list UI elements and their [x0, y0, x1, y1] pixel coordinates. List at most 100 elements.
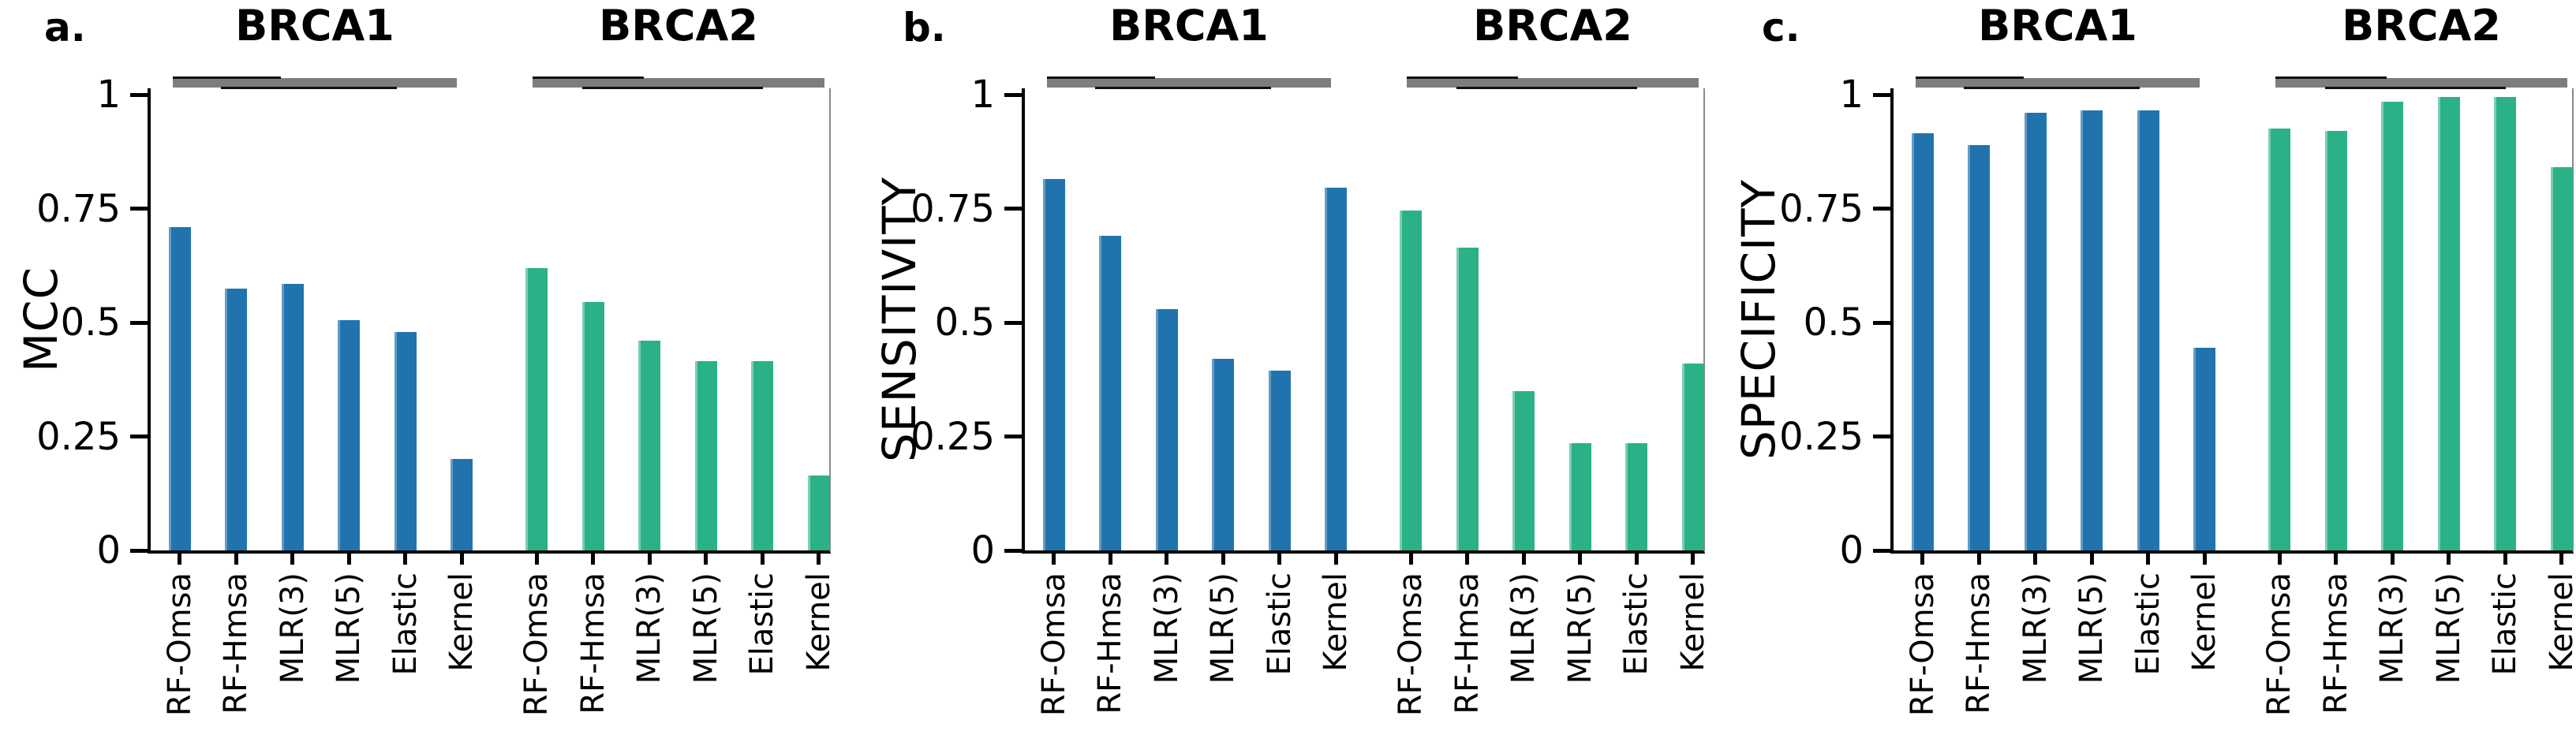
y-tick — [1873, 548, 1890, 553]
x-tick-label: MLR(5) — [1205, 573, 1241, 684]
panel-c: c. BRCA1 BRCA2 SPECIFICITY 0 0.25 0.5 0.75 1… — [1718, 0, 2576, 746]
x-tick-label: MLR(3) — [274, 573, 311, 684]
x-tick — [346, 554, 351, 565]
x-tick — [591, 554, 595, 565]
x-tick — [1920, 554, 1924, 565]
x-tick-label: Elastic — [2487, 573, 2523, 676]
y-tick — [130, 320, 148, 325]
x-tick-label: MLR(3) — [2374, 573, 2410, 684]
x-tick — [2559, 554, 2563, 565]
group-underline-brca1 — [1047, 76, 1331, 89]
x-tick — [403, 554, 407, 565]
group-title-brca2: BRCA2 — [599, 1, 758, 50]
bar-brca1-rf-hmsa — [1099, 236, 1121, 550]
x-tick-label: Elastic — [1261, 573, 1298, 676]
y-tick — [130, 92, 148, 97]
bar-brca2-elastic — [2494, 97, 2516, 550]
x-tick-label: MLR(5) — [687, 573, 724, 684]
bar-brca1-mlr(5) — [338, 320, 360, 550]
y-tick — [1004, 207, 1022, 211]
x-tick — [2334, 554, 2338, 565]
y-tick-label: 0.5 — [1803, 300, 1864, 345]
y-tick — [1873, 435, 1890, 438]
panel-label: a. — [44, 5, 86, 50]
x-tick-label: Kernel — [443, 573, 480, 672]
x-tick-label: RF-Hmsa — [1449, 573, 1486, 714]
group-title-brca1: BRCA1 — [1978, 1, 2137, 50]
x-tick — [760, 554, 765, 565]
y-tick — [1873, 92, 1890, 97]
bar-brca1-kernel — [1325, 188, 1347, 550]
y-tick — [1873, 207, 1890, 211]
x-tick — [1634, 554, 1639, 565]
bar-brca2-mlr(5) — [694, 361, 717, 550]
y-tick-label: 0.75 — [910, 186, 995, 231]
bar-brca1-kernel — [451, 459, 473, 550]
plot-area: 0 0.25 0.5 0.75 1 RF-Omsa RF-Hmsa MLR(3) MLR(5) E… — [1779, 73, 2576, 716]
x-tick-label: RF-Omsa — [518, 573, 555, 717]
y-tick-label: 0 — [1839, 528, 1864, 573]
x-tick-label: RF-Omsa — [1904, 573, 1941, 717]
x-tick — [1976, 554, 1981, 565]
group-underline-brca2 — [533, 76, 824, 89]
bar-brca1-rf-hmsa — [225, 289, 247, 550]
x-tick-label: MLR(5) — [331, 573, 367, 684]
bar-brca1-elastic — [394, 332, 417, 550]
x-tick — [2503, 554, 2507, 565]
bar-brca1-elastic — [1268, 371, 1291, 550]
x-tick-label: Elastic — [744, 573, 780, 676]
x-tick-label: MLR(5) — [2073, 573, 2110, 684]
bar-brca2-rf-omsa — [525, 268, 548, 550]
bar-brca2-elastic — [1625, 443, 1647, 550]
x-tick-label: RF-Hmsa — [2317, 573, 2354, 714]
x-tick — [1277, 554, 1281, 565]
bar-brca1-rf-omsa — [1911, 133, 1934, 550]
y-tick — [1004, 548, 1022, 553]
x-tick-label: MLR(5) — [2430, 573, 2467, 684]
x-tick-label: Kernel — [800, 573, 837, 672]
y-tick — [1873, 320, 1890, 325]
group-title-brca1: BRCA1 — [235, 1, 394, 50]
y-tick — [1004, 92, 1022, 97]
bar-brca1-rf-omsa — [1042, 179, 1065, 550]
group-underline-brca2 — [1407, 76, 1699, 89]
x-tick — [459, 554, 464, 565]
x-tick — [1165, 554, 1168, 565]
y-tick — [130, 435, 148, 438]
panel-b: b. BRCA1 BRCA2 SENSITIVITY 0 0.25 0.5 0.75 1… — [858, 0, 1717, 746]
group-underline-brca1 — [173, 76, 457, 89]
x-tick — [1691, 554, 1695, 565]
x-tick-label: RF-Omsa — [161, 573, 198, 717]
bar-brca1-mlr(3) — [281, 284, 304, 550]
group-title-brca2: BRCA2 — [1473, 1, 1632, 50]
x-tick — [1521, 554, 1526, 565]
x-tick-label: RF-Hmsa — [1092, 573, 1128, 714]
y-tick-label: 1 — [970, 73, 995, 117]
plot-area: 0 0.25 0.5 0.75 1 RF-Omsa RF-Hmsa MLR(3) MLR(5) E… — [36, 73, 836, 716]
bar-brca1-mlr(3) — [2024, 113, 2047, 550]
bar-brca1-kernel — [2193, 348, 2215, 550]
bar-brca1-mlr(3) — [1155, 309, 1178, 550]
bar-brca1-mlr(5) — [1212, 359, 1234, 550]
bar-brca2-rf-hmsa — [1456, 248, 1479, 550]
x-tick — [2146, 554, 2150, 565]
x-tick-label: Elastic — [2129, 573, 2167, 676]
y-tick-label: 0.25 — [36, 414, 121, 459]
group-underline-brca2 — [2275, 76, 2567, 89]
x-tick-label: Kernel — [2186, 573, 2223, 672]
x-tick — [1408, 554, 1413, 565]
x-tick — [704, 554, 708, 565]
y-tick-label: 0.25 — [1779, 414, 1864, 459]
y-tick-label: 0.75 — [1779, 186, 1864, 231]
x-tick-label: RF-Hmsa — [218, 573, 254, 714]
bar-brca2-elastic — [751, 361, 773, 550]
x-tick-label: RF-Hmsa — [574, 573, 611, 714]
x-tick — [534, 554, 539, 565]
x-tick-label: MLR(5) — [1561, 573, 1598, 684]
y-tick-label: 1 — [1839, 73, 1864, 117]
bar-brca2-mlr(5) — [2437, 97, 2460, 550]
x-tick-label: Kernel — [1318, 573, 1354, 672]
x-tick — [1108, 554, 1112, 565]
bar-brca2-mlr(3) — [2381, 102, 2403, 550]
x-tick-label: MLR(3) — [1148, 573, 1185, 684]
